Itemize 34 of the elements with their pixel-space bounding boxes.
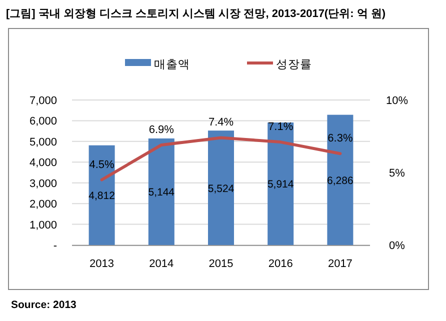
y-tick-label: 6,000 (29, 116, 57, 128)
y2-tick-label: 5% (389, 168, 406, 180)
x-tick-label: 2017 (328, 258, 352, 270)
x-tick-label: 2016 (268, 258, 293, 270)
legend-label: 매출액 (154, 58, 190, 71)
bar (148, 138, 174, 245)
legend-label: 성장률 (276, 59, 312, 71)
data-label: 5,144 (148, 186, 175, 199)
y2-tick-label: 10% (386, 95, 408, 107)
data-label: 5,524 (208, 182, 234, 195)
bar (268, 122, 294, 245)
bar (208, 130, 234, 245)
data-label: 6.3% (328, 132, 353, 145)
x-tick-label: 2013 (90, 258, 114, 270)
data-label: 7.4% (208, 116, 234, 129)
y2-tick-label: 0% (389, 240, 406, 252)
y-tick-label: 7,000 (29, 95, 57, 107)
y-tick-label: 5,000 (29, 136, 57, 148)
bar (327, 114, 354, 245)
source-note: Source: 2013 (11, 299, 77, 311)
y-tick-label: 2,000 (29, 198, 57, 211)
x-tick-label: 2015 (208, 258, 234, 270)
y-tick-label: 4,000 (29, 157, 57, 170)
data-label: 5,914 (267, 178, 294, 191)
bar (88, 145, 115, 245)
data-label: 7.1% (268, 121, 294, 134)
y-tick-label: 3,000 (29, 178, 57, 190)
data-label: 4.5% (89, 158, 115, 171)
chart-title: [그림] 국내 외장형 디스크 스토리지 시스템 시장 전망, 2013-2017(단위: 억 원) (6, 8, 386, 20)
y-tick-label: - (53, 240, 58, 252)
data-label: 6,286 (327, 174, 354, 187)
y-tick-label: 1,000 (29, 219, 57, 232)
data-label: 6.9% (148, 124, 174, 136)
x-tick-label: 2014 (149, 258, 174, 270)
